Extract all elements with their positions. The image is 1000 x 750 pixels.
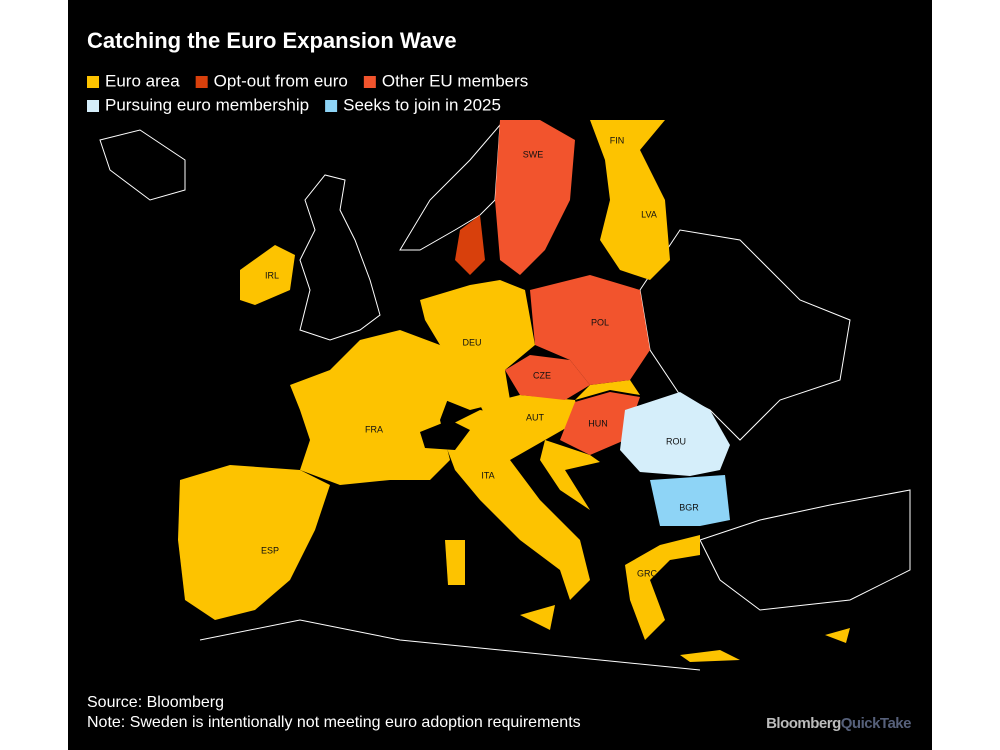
country-label: BGR [679, 502, 699, 512]
country-label: HUN [588, 418, 608, 428]
title: Catching the Euro Expansion Wave [87, 28, 457, 53]
country-label: GRC [637, 568, 658, 578]
legend: Euro area Opt-out from euro Other EU membe… [87, 71, 528, 114]
sweden [495, 120, 575, 275]
sardinia [445, 540, 465, 585]
finland-baltics [590, 120, 670, 280]
czechia [505, 355, 590, 400]
note: Note: Sweden is intentionally not meetin… [87, 714, 581, 731]
country-labels: FIN SWE LVA IRL DEU POL CZE FRA AUT HUN ROU ITA BGR E… [261, 135, 699, 578]
logo-brand: Bloomberg [766, 715, 841, 732]
uk-outline [299, 174, 381, 341]
legend-label: Seeks to join in 2025 [343, 95, 501, 114]
legend-label: Euro area [105, 71, 180, 90]
logo: BloombergQuickTake [766, 715, 911, 732]
hungary [560, 392, 640, 455]
sicily [520, 605, 555, 630]
legend-swatch [87, 76, 99, 88]
legend-label: Opt-out from euro [214, 71, 348, 90]
romania [620, 392, 730, 476]
country-label: POL [591, 317, 609, 327]
legend-label: Pursuing euro membership [105, 95, 309, 114]
legend-swatch [87, 100, 99, 112]
bulgaria [650, 475, 730, 526]
legend-swatch [325, 100, 338, 112]
logo-product: QuickTake [841, 715, 911, 732]
country-label: ITA [481, 470, 494, 480]
country-label: DEU [462, 337, 481, 347]
africa-coast [199, 619, 701, 671]
poland [530, 275, 650, 385]
slovakia [575, 380, 640, 400]
cyprus [825, 628, 850, 643]
source: Source: Bloomberg [87, 694, 224, 711]
country-label: ESP [261, 545, 279, 555]
austria [480, 395, 580, 440]
crete [680, 650, 740, 662]
italy [440, 410, 590, 600]
country-label: SWE [523, 149, 544, 159]
turkey-outline [699, 489, 911, 611]
countries [178, 120, 850, 662]
greece [625, 535, 700, 640]
ukraine-outline [639, 229, 851, 441]
country-label: IRL [265, 270, 279, 280]
ireland [240, 245, 295, 305]
legend-swatch [363, 76, 376, 88]
denmark [455, 215, 485, 275]
switzerland [420, 420, 470, 450]
country-label: ROU [666, 436, 686, 446]
france [290, 330, 455, 485]
legend-swatch [195, 76, 208, 88]
country-label: LVA [641, 209, 657, 219]
country-label: FRA [365, 424, 383, 434]
germany-benelux [420, 280, 535, 410]
country-label: CZE [533, 370, 551, 380]
non-eu-outlines [99, 123, 911, 671]
country-label: FIN [610, 135, 625, 145]
legend-label: Other EU members [382, 71, 528, 90]
country-label: AUT [526, 412, 545, 422]
iceland-outline [99, 129, 186, 201]
spain-portugal [178, 465, 330, 620]
croatia [540, 440, 600, 510]
